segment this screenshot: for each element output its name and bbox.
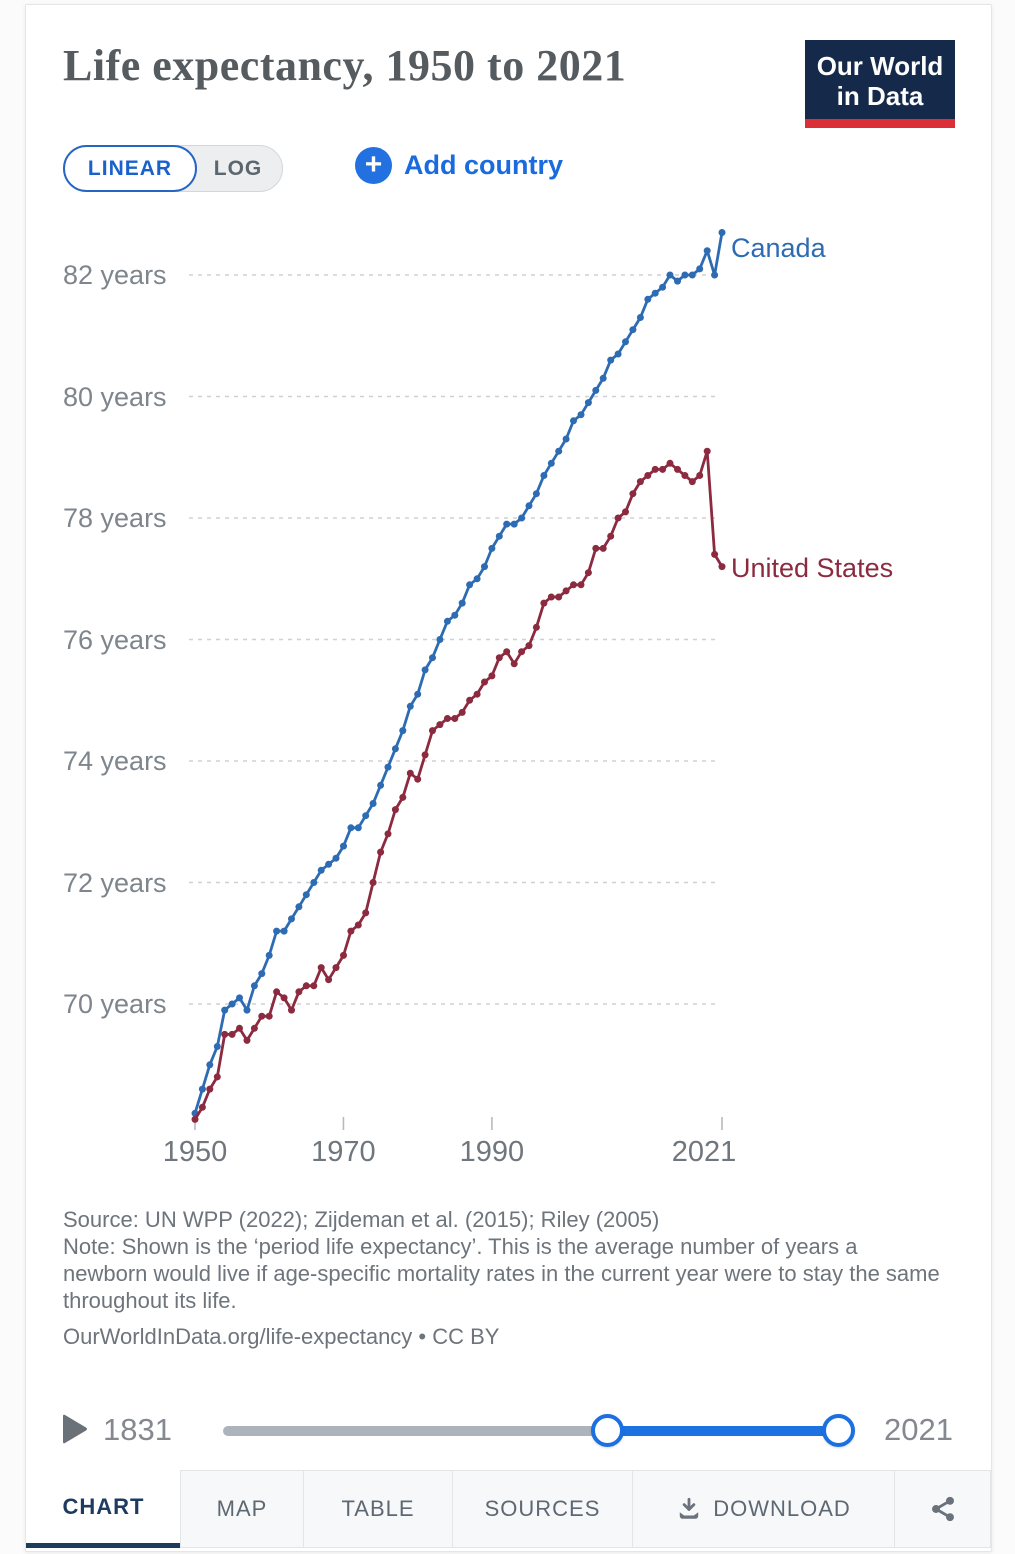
timeline-start-year: 1831 [103, 1412, 172, 1447]
tab-download-label: DOWNLOAD [713, 1496, 851, 1521]
y-axis-tick-label: 72 years [63, 867, 167, 898]
owid-logo-line1: Our World [816, 51, 944, 81]
note-line: Note: Shown is the ‘period life expectan… [63, 1234, 940, 1313]
tab-map[interactable]: MAP [180, 1470, 304, 1548]
y-axis-tick-label: 78 years [63, 503, 167, 533]
timeline-start-handle[interactable] [591, 1414, 624, 1447]
x-axis-tick-label: 1970 [311, 1136, 376, 1168]
timeline-end-handle[interactable] [822, 1414, 855, 1447]
chart-card [25, 4, 992, 1552]
scale-toggle: LINEAR LOG [63, 145, 283, 192]
plus-icon: + [355, 147, 392, 184]
citation-line: OurWorldInData.org/life-expectancy • CC … [63, 1324, 500, 1349]
page-title: Life expectancy, 1950 to 2021 [63, 41, 627, 90]
x-axis-tick-label: 1990 [459, 1136, 525, 1168]
share-icon [931, 1496, 954, 1522]
tab-table[interactable]: TABLE [303, 1470, 453, 1548]
y-axis-tick-label: 76 years [63, 624, 167, 655]
linear-scale-button[interactable]: LINEAR [63, 145, 197, 192]
chart-footer: Source: UN WPP (2022); Zijdeman et al. (… [63, 1206, 943, 1350]
bottom-tab-bar: CHART MAP TABLE SOURCES DOWNLOAD [26, 1470, 991, 1548]
y-axis-tick-label: 70 years [63, 989, 167, 1019]
x-axis-tick-label: 1950 [162, 1136, 228, 1168]
y-axis-tick-label: 80 years [63, 381, 167, 412]
x-axis-tick-label: 2021 [671, 1136, 737, 1168]
y-axis-tick-label: 74 years [63, 746, 167, 776]
tab-download[interactable]: DOWNLOAD [632, 1470, 895, 1548]
tab-sources[interactable]: SOURCES [452, 1470, 633, 1548]
add-country-button[interactable]: + Add country [355, 147, 563, 184]
play-icon[interactable] [60, 1413, 88, 1445]
add-country-label: Add country [404, 150, 563, 180]
download-icon [680, 1497, 699, 1519]
tab-share[interactable] [894, 1470, 991, 1548]
series-label-canada[interactable]: Canada [731, 233, 826, 264]
owid-logo-line2: in Data [836, 81, 924, 111]
owid-logo[interactable]: Our World in Data [805, 40, 955, 128]
tab-chart[interactable]: CHART [26, 1470, 181, 1548]
timeline-track[interactable] [223, 1426, 840, 1436]
timeline-selected-range[interactable] [607, 1426, 838, 1436]
source-line: Source: UN WPP (2022); Zijdeman et al. (… [63, 1207, 660, 1232]
y-axis-tick-label: 82 years [63, 260, 167, 290]
timeline-end-year: 2021 [884, 1412, 953, 1447]
series-label-united-states[interactable]: United States [731, 552, 894, 583]
owid-logo-stripe [805, 119, 955, 128]
